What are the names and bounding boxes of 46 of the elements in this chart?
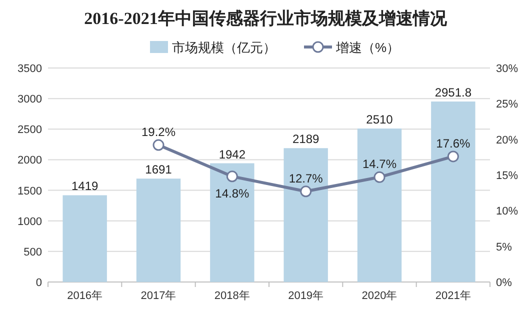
data-label: 2951.8 bbox=[434, 86, 472, 100]
bar bbox=[136, 178, 181, 282]
x-tick-label: 2020年 bbox=[362, 290, 398, 302]
point bbox=[300, 186, 312, 198]
y2-tick-label: 20% bbox=[496, 134, 518, 146]
data-label: 1419 bbox=[71, 179, 99, 194]
x-tick-label: 2021年 bbox=[435, 290, 471, 302]
y2-tick-label: 5% bbox=[496, 241, 512, 254]
data-label: 1691 bbox=[145, 162, 172, 177]
y2-tick-label: 25% bbox=[496, 98, 518, 111]
data-label: 14.7% bbox=[362, 157, 397, 172]
y2-tick-label: 10% bbox=[496, 206, 518, 218]
y-tick-label: 0 bbox=[36, 277, 42, 289]
legend-label: 增速（%） bbox=[335, 40, 400, 55]
data-label: 2510 bbox=[366, 112, 394, 127]
x-tick-label: 2017年 bbox=[140, 290, 176, 302]
legend-label: 市场规模（亿元） bbox=[172, 40, 276, 55]
y-tick-label: 2000 bbox=[18, 154, 42, 167]
y2-tick-label: 0% bbox=[496, 277, 512, 289]
y-tick-label: 2500 bbox=[18, 124, 42, 136]
x-tick-label: 2018年 bbox=[214, 290, 250, 302]
bar bbox=[284, 148, 328, 282]
y2-tick-label: 15% bbox=[496, 170, 518, 182]
chart-title: 2016-2021年中国传感器行业市场规模及增速情况 bbox=[84, 9, 448, 28]
bar bbox=[357, 128, 402, 282]
x-tick-label: 2016年 bbox=[67, 290, 103, 302]
y-tick-label: 3500 bbox=[18, 63, 42, 75]
data-label: 2189 bbox=[292, 132, 320, 146]
data-label: 17.6% bbox=[436, 136, 471, 150]
data-label: 14.8% bbox=[215, 186, 250, 200]
y-tick-label: 3000 bbox=[18, 94, 42, 106]
data-label: 1942 bbox=[218, 147, 246, 162]
data-label: 19.2% bbox=[141, 125, 176, 140]
bar bbox=[62, 195, 107, 282]
x-tick-label: 2019年 bbox=[288, 290, 324, 302]
point bbox=[152, 139, 164, 151]
point bbox=[447, 150, 459, 162]
point bbox=[374, 171, 386, 183]
bar bbox=[431, 102, 476, 282]
bar bbox=[210, 163, 254, 282]
y2-tick-label: 30% bbox=[496, 63, 518, 75]
point bbox=[226, 170, 238, 182]
y-tick-label: 1000 bbox=[18, 216, 42, 228]
y-tick-label: 1500 bbox=[18, 185, 42, 198]
data-label: 12.7% bbox=[288, 171, 324, 186]
y-tick-label: 500 bbox=[24, 246, 42, 258]
